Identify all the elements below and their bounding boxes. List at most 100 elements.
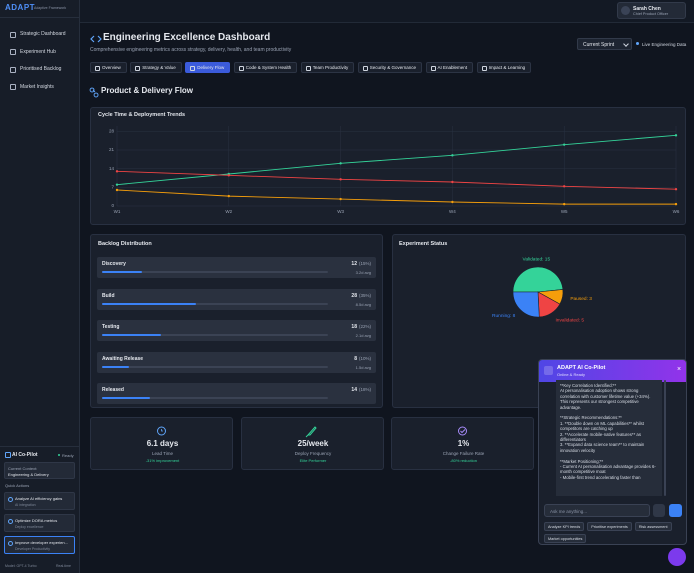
stage-count-wrap: 14 (18%) (351, 387, 371, 393)
kpi-card: 6.1 days Lead Time -31% improvement (90, 417, 233, 470)
context-box: Current Context: Engineering & Delivery (4, 462, 75, 479)
tab-label: Strategy & Value (142, 65, 176, 70)
message-line: 2. **Accelerate mobile-native features**… (560, 431, 641, 443)
kpi-note: Elite Performer (299, 458, 327, 463)
copilot-divider (0, 446, 79, 447)
nav-icon (10, 66, 16, 73)
backlog-title: Backlog Distribution (98, 241, 152, 247)
chart-title: Cycle Time & Deployment Trends (98, 112, 186, 118)
backlog-row: Awaiting Release 8 (10%) 1.5d avg (97, 351, 376, 373)
suggestion-chip[interactable]: Risk assessment (634, 522, 672, 531)
stage-avg: 8.5d avg (355, 301, 371, 307)
copilot-icon (5, 452, 11, 458)
nav-item[interactable]: Prioritised Backlog (4, 63, 76, 75)
stage-count: 14 (351, 387, 357, 393)
stage-percent: (10%) (358, 355, 371, 361)
tab[interactable]: Impact & Learning (476, 62, 532, 73)
quick-action[interactable]: Analyze AI efficiency gains AI integratio… (4, 492, 75, 510)
kpi-card: 25/week Deploy Frequency Elite Performer (240, 417, 384, 470)
chat-message: **Key Correlation Identified:** AI person… (556, 380, 662, 496)
mic-button[interactable] (653, 504, 665, 517)
action-title: Analyze AI efficiency gains (15, 496, 63, 501)
stage-name: Released (102, 387, 124, 393)
chat-fab[interactable] (668, 548, 686, 566)
tab[interactable]: Code & System Health (233, 62, 298, 73)
stage-percent: (15%) (358, 261, 371, 266)
context-value: Engineering & Delivery (8, 472, 49, 477)
user-menu[interactable]: Sarah Chen Chief Product Officer (617, 2, 686, 19)
message-heading: **Strategic Recommendations:** (560, 415, 622, 421)
nav-item[interactable]: Experiment Hub (4, 46, 76, 58)
kpi-label: Change Failure Rate (442, 451, 485, 456)
ready-dot (58, 454, 60, 456)
close-button[interactable]: × (676, 366, 682, 373)
tab-bar: Overview Strategy & Value Delivery Flow Cod… (90, 62, 532, 73)
copilot-title: ADAPT AI Co-Pilot (557, 364, 606, 371)
tab[interactable]: Overview (90, 62, 127, 73)
nav-item[interactable]: Strategic Dashboard (4, 28, 76, 40)
page-title: Engineering Excellence Dashboard (103, 32, 271, 43)
kpi-value: 25/week (297, 439, 329, 448)
tab-label: Security & Governance (369, 65, 417, 70)
stage-count-wrap: 18 (22%) (351, 324, 371, 330)
tab-icon (305, 66, 311, 71)
suggestion-chip[interactable]: Analyze KPI trends (544, 522, 585, 531)
stage-count: 18 (351, 324, 357, 330)
stage-avg: 1.5d avg (355, 364, 371, 370)
message-section: **Key Correlation Identified:** AI person… (560, 383, 658, 410)
tab-label: Team Productivity (312, 65, 349, 70)
tab[interactable]: Team Productivity (300, 62, 355, 73)
sidebar-divider (0, 17, 79, 18)
tab[interactable]: AI Enablement (425, 62, 474, 73)
action-icon (8, 496, 13, 502)
progress-fill (102, 397, 151, 399)
tab-label: AI Enablement (437, 65, 468, 70)
chip-row: Analyze KPI trends Prioritise experiments… (544, 522, 684, 543)
copilot-logo (544, 366, 553, 375)
nav-item[interactable]: Market Insights (4, 81, 76, 93)
tab[interactable]: Security & Governance (357, 62, 423, 73)
model-label: Model: GPT-4 Turbo (5, 564, 37, 568)
tab-icon (481, 66, 487, 71)
quick-action[interactable]: Optimize DORA metrics Deploy excellence (4, 514, 75, 532)
action-title: Optimize DORA metrics (15, 518, 58, 523)
message-section: **Strategic Recommendations:** 1. **Doubl… (560, 415, 658, 453)
stage-count: 28 (351, 292, 357, 299)
context-label: Current Context: (8, 465, 38, 471)
tab[interactable]: Strategy & Value (130, 62, 182, 73)
action-sub: Developer Productivity (15, 546, 51, 551)
kpi-value: 6.1 days (146, 439, 179, 448)
nav-label: Strategic Dashboard (20, 31, 66, 37)
tab-icon (190, 66, 196, 71)
progress-track (102, 302, 328, 305)
nav-icon (10, 31, 16, 38)
action-sub: Deploy excellence (15, 524, 44, 529)
chat-input[interactable]: Ask me anything... (544, 504, 650, 517)
period-select[interactable]: Current Sprint (577, 38, 632, 50)
quick-action[interactable]: Improve developer experien... Developer P… (4, 536, 75, 554)
live-dot (636, 42, 639, 45)
message-section: **Market Positioning:** - Current AI pers… (560, 459, 658, 481)
copilot-status: Ready (62, 452, 74, 458)
stage-percent: (22%) (358, 324, 371, 329)
suggestion-chip[interactable]: Prioritise experiments (587, 522, 632, 531)
stage-name: Awaiting Release (102, 355, 144, 362)
action-sub: AI integration (15, 502, 36, 507)
nav-icon (10, 84, 16, 90)
logo: ADAPT (5, 3, 36, 12)
message-line: 3. **Expand data science team** to maint… (560, 442, 645, 453)
line-chart-card (90, 107, 686, 225)
mode-label: Real-time (56, 564, 71, 568)
user-name: Sarah Chen (633, 5, 661, 12)
copilot-title: AI Co-Pilot (12, 452, 38, 458)
input-placeholder: Ask me anything... (550, 508, 588, 514)
stage-name: Testing (102, 324, 120, 330)
nav-label: Prioritised Backlog (20, 66, 62, 72)
tab-icon (135, 66, 141, 71)
suggestion-chip[interactable]: Market opportunities (544, 534, 587, 543)
send-button[interactable] (669, 504, 682, 517)
tab-label: Overview (102, 65, 121, 70)
tab[interactable]: Delivery Flow (185, 62, 231, 73)
